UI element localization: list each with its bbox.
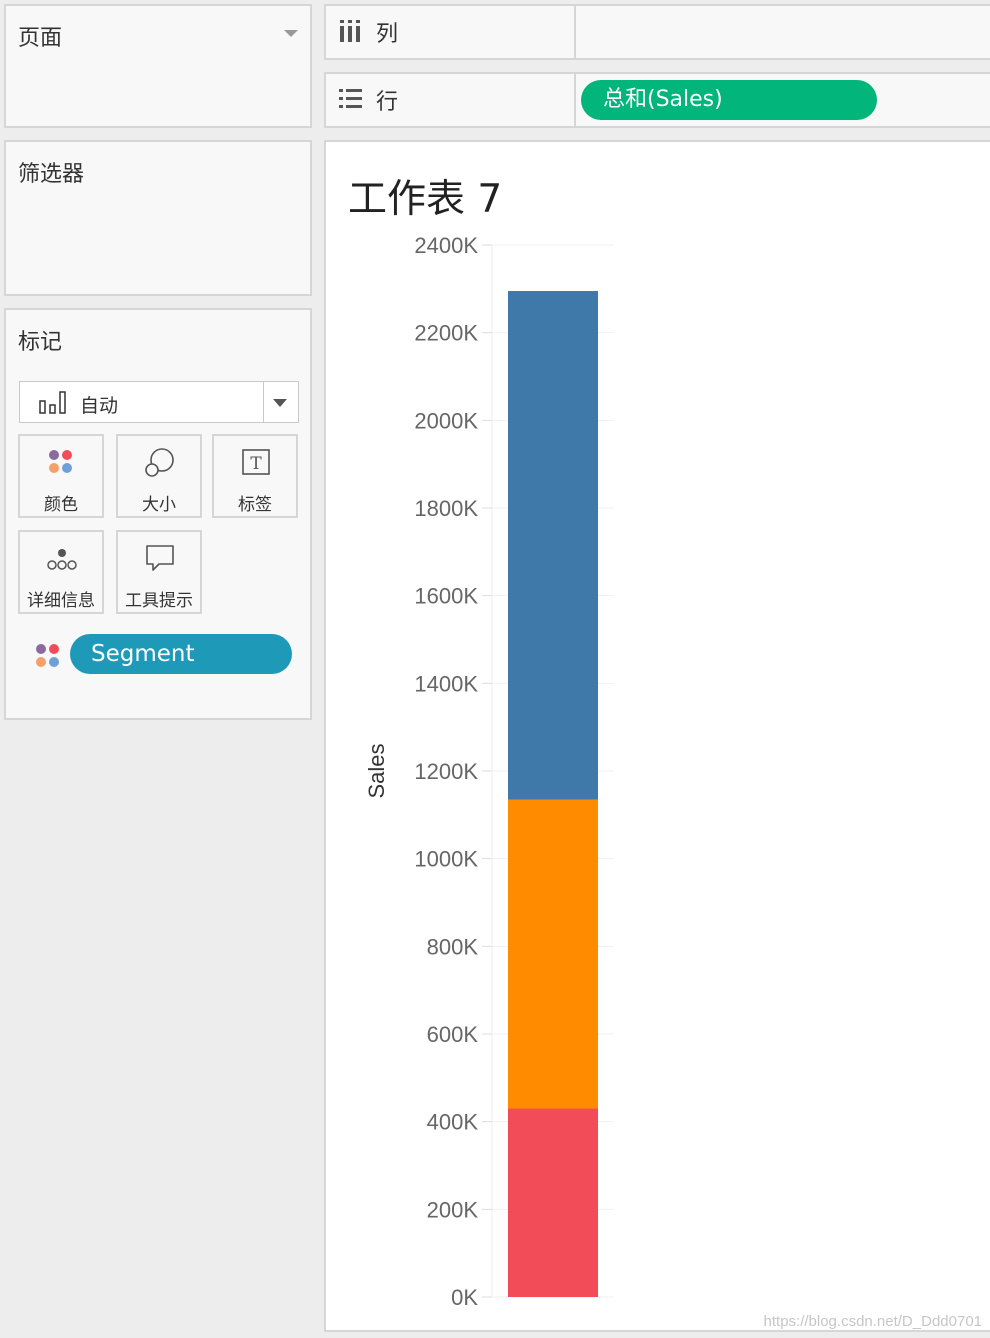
rows-icon <box>339 89 362 108</box>
color-button-label: 颜色 <box>44 495 78 515</box>
dropdown-divider <box>263 382 264 422</box>
filters-title: 筛选器 <box>18 162 85 187</box>
bar-chart-icon <box>39 391 66 414</box>
tooltip-button-label: 工具提示 <box>125 591 193 611</box>
stacked-bar-chart: 0K 200K 400K 600K 800K 1000K 1200K 1400K 1600K 18… <box>364 233 614 1310</box>
y-tick-label: 1800K <box>414 496 478 521</box>
columns-icon <box>340 20 360 42</box>
rows-label: 行 <box>376 90 399 115</box>
bar-segment-3 <box>508 291 598 800</box>
columns-shelf[interactable]: 列 <box>324 4 990 60</box>
y-tick-label: 2000K <box>414 408 478 433</box>
marks-card: 标记 自动 颜色 大小 T 标签 <box>4 308 312 720</box>
y-tick-label: 0K <box>451 1285 478 1310</box>
tooltip-icon <box>146 545 174 571</box>
detail-button-label: 详细信息 <box>27 591 95 611</box>
y-tick-label: 1400K <box>414 671 478 696</box>
bar-segment-1 <box>508 1108 598 1297</box>
size-button-label: 大小 <box>142 495 176 515</box>
tooltip-button[interactable]: 工具提示 <box>116 530 202 614</box>
y-tick-label: 2200K <box>414 321 478 346</box>
y-tick-label: 600K <box>427 1022 479 1047</box>
pages-title: 页面 <box>18 26 63 51</box>
y-tick-label: 2400K <box>414 233 478 258</box>
shelf-divider <box>574 6 576 58</box>
rows-shelf[interactable]: 行 总和(Sales) <box>324 72 990 128</box>
sheet-title: 工作表 7 <box>348 177 503 222</box>
columns-label: 列 <box>376 22 399 47</box>
filters-card[interactable]: 筛选器 <box>4 140 312 296</box>
chevron-down-icon[interactable] <box>284 30 298 37</box>
watermark: https://blog.csdn.net/D_Ddd0701 <box>763 1313 982 1330</box>
color-legend-icon <box>36 644 59 667</box>
y-tick-label: 1000K <box>414 847 478 872</box>
mark-type-dropdown[interactable]: 自动 <box>19 381 299 423</box>
worksheet-area: 工作表 7 0K 200K 400K 600K 800K 1000K 1200K 1400K 1… <box>324 140 990 1332</box>
detail-icon <box>47 549 77 570</box>
bar-segment-2 <box>508 799 598 1109</box>
label-button-label: 标签 <box>238 495 272 515</box>
y-tick-label: 1600K <box>414 584 478 609</box>
y-tick-label: 200K <box>427 1197 479 1222</box>
y-tick-label: 400K <box>427 1110 479 1135</box>
label-button[interactable]: T 标签 <box>212 434 298 518</box>
color-button[interactable]: 颜色 <box>18 434 104 518</box>
color-icon <box>49 450 72 473</box>
sum-sales-pill[interactable]: 总和(Sales) <box>581 80 877 120</box>
detail-button[interactable]: 详细信息 <box>18 530 104 614</box>
y-axis-title: Sales <box>364 743 389 798</box>
y-tick-label: 1200K <box>414 759 478 784</box>
size-icon <box>145 448 174 477</box>
svg-text:T: T <box>250 454 262 474</box>
mark-type-label: 自动 <box>80 395 119 417</box>
chevron-down-icon[interactable] <box>273 399 287 407</box>
shelf-divider <box>574 74 576 126</box>
marks-title: 标记 <box>18 330 63 355</box>
y-tick-label: 800K <box>427 934 479 959</box>
size-button[interactable]: 大小 <box>116 434 202 518</box>
pages-card[interactable]: 页面 <box>4 4 312 128</box>
segment-field-pill[interactable]: Segment <box>70 634 292 674</box>
text-label-icon: T <box>242 449 270 475</box>
